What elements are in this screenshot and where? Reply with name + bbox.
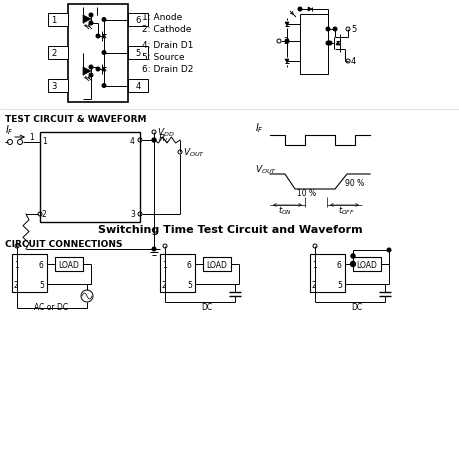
Text: 5: 5 [135, 49, 140, 58]
Text: 1: 1 [42, 136, 47, 145]
Text: 5: 5 [187, 280, 191, 289]
Circle shape [89, 74, 93, 78]
Circle shape [297, 8, 301, 12]
Bar [12, 254, 47, 292]
Circle shape [332, 28, 336, 32]
Circle shape [102, 19, 106, 22]
Text: DC: DC [201, 302, 212, 311]
Text: 3: 3 [51, 82, 56, 91]
Circle shape [325, 28, 329, 32]
Text: 90 %: 90 % [344, 178, 364, 187]
Circle shape [102, 51, 106, 55]
Text: DC: DC [351, 302, 362, 311]
Polygon shape [102, 68, 106, 72]
Bar [40, 133, 140, 223]
Text: 5: 5 [350, 25, 355, 34]
Bar [68, 5, 128, 103]
Circle shape [89, 66, 93, 70]
Text: 1: 1 [311, 260, 316, 269]
Circle shape [96, 68, 100, 72]
Text: $R_L$: $R_L$ [157, 133, 169, 145]
Bar [160, 254, 195, 292]
Bar [128, 80, 148, 93]
Bar [48, 47, 68, 60]
Circle shape [152, 139, 156, 142]
Text: CIRCUIT CONNECTIONS: CIRCUIT CONNECTIONS [5, 240, 122, 249]
Text: 2: 2 [14, 280, 19, 289]
Text: 1: 1 [14, 260, 19, 269]
Bar [352, 257, 380, 271]
Bar [309, 254, 344, 292]
Text: 2: 2 [311, 280, 316, 289]
Text: LOAD: LOAD [356, 260, 377, 269]
Text: $V_{OUT}$: $V_{OUT}$ [183, 146, 205, 159]
Bar [128, 14, 148, 27]
Polygon shape [102, 35, 106, 39]
Circle shape [152, 248, 156, 251]
Circle shape [152, 139, 156, 142]
Text: 1: Anode: 1: Anode [142, 13, 182, 22]
Text: 3: 3 [130, 210, 134, 219]
Circle shape [386, 249, 390, 252]
Polygon shape [285, 23, 288, 27]
Circle shape [350, 262, 355, 267]
Polygon shape [83, 68, 91, 76]
Text: Switching Time Test Circuit and Waveform: Switching Time Test Circuit and Waveform [97, 224, 362, 235]
Bar [202, 257, 230, 271]
Text: $V_{OUT}$: $V_{OUT}$ [254, 163, 276, 176]
Text: 5: 5 [39, 280, 44, 289]
Circle shape [89, 14, 93, 18]
Text: $t_{OFF}$: $t_{OFF}$ [337, 204, 354, 217]
Circle shape [96, 35, 100, 39]
Text: 4: 4 [350, 57, 355, 67]
Circle shape [350, 254, 354, 258]
Text: 2: 2 [51, 49, 56, 58]
Circle shape [102, 84, 106, 88]
Text: 6: 6 [39, 260, 44, 269]
Text: 5: 5 [336, 280, 341, 289]
Circle shape [327, 42, 331, 46]
Text: 4: Drain D1: 4: Drain D1 [142, 40, 193, 50]
Text: $V_{DD}$: $V_{DD}$ [157, 127, 174, 139]
Polygon shape [83, 16, 91, 24]
Text: 1: 1 [162, 260, 166, 269]
Bar [299, 15, 327, 75]
Circle shape [285, 40, 288, 44]
Circle shape [89, 22, 93, 26]
Text: 6: 6 [187, 260, 191, 269]
Bar [128, 47, 148, 60]
Text: $I_F$: $I_F$ [254, 121, 263, 134]
Bar [48, 80, 68, 93]
Polygon shape [308, 8, 311, 12]
Text: 1: 1 [51, 16, 56, 25]
Text: 6: Drain D2: 6: Drain D2 [142, 65, 193, 74]
Text: LOAD: LOAD [206, 260, 227, 269]
Text: 10 %: 10 % [297, 188, 315, 197]
Text: 2: 2 [162, 280, 166, 289]
Text: TEST CIRCUIT & WAVEFORM: TEST CIRCUIT & WAVEFORM [5, 115, 146, 124]
Text: 6: 6 [336, 260, 341, 269]
Circle shape [325, 42, 329, 46]
Text: 4: 4 [135, 82, 140, 91]
Bar [48, 14, 68, 27]
Polygon shape [335, 42, 339, 46]
Text: 1: 1 [29, 133, 34, 142]
Bar [55, 257, 83, 271]
Text: 4: 4 [130, 136, 134, 145]
Text: 2: 2 [42, 210, 47, 219]
Text: LOAD: LOAD [58, 260, 79, 269]
Text: 2: Cathode: 2: Cathode [142, 25, 191, 34]
Text: 6: 6 [135, 16, 140, 25]
Text: 5: Source: 5: Source [142, 53, 184, 62]
Text: 2: 2 [282, 38, 288, 46]
Text: $I_F$: $I_F$ [5, 123, 14, 137]
Text: $t_{ON}$: $t_{ON}$ [277, 204, 291, 217]
Polygon shape [285, 60, 288, 64]
Text: AC or DC: AC or DC [34, 302, 68, 311]
